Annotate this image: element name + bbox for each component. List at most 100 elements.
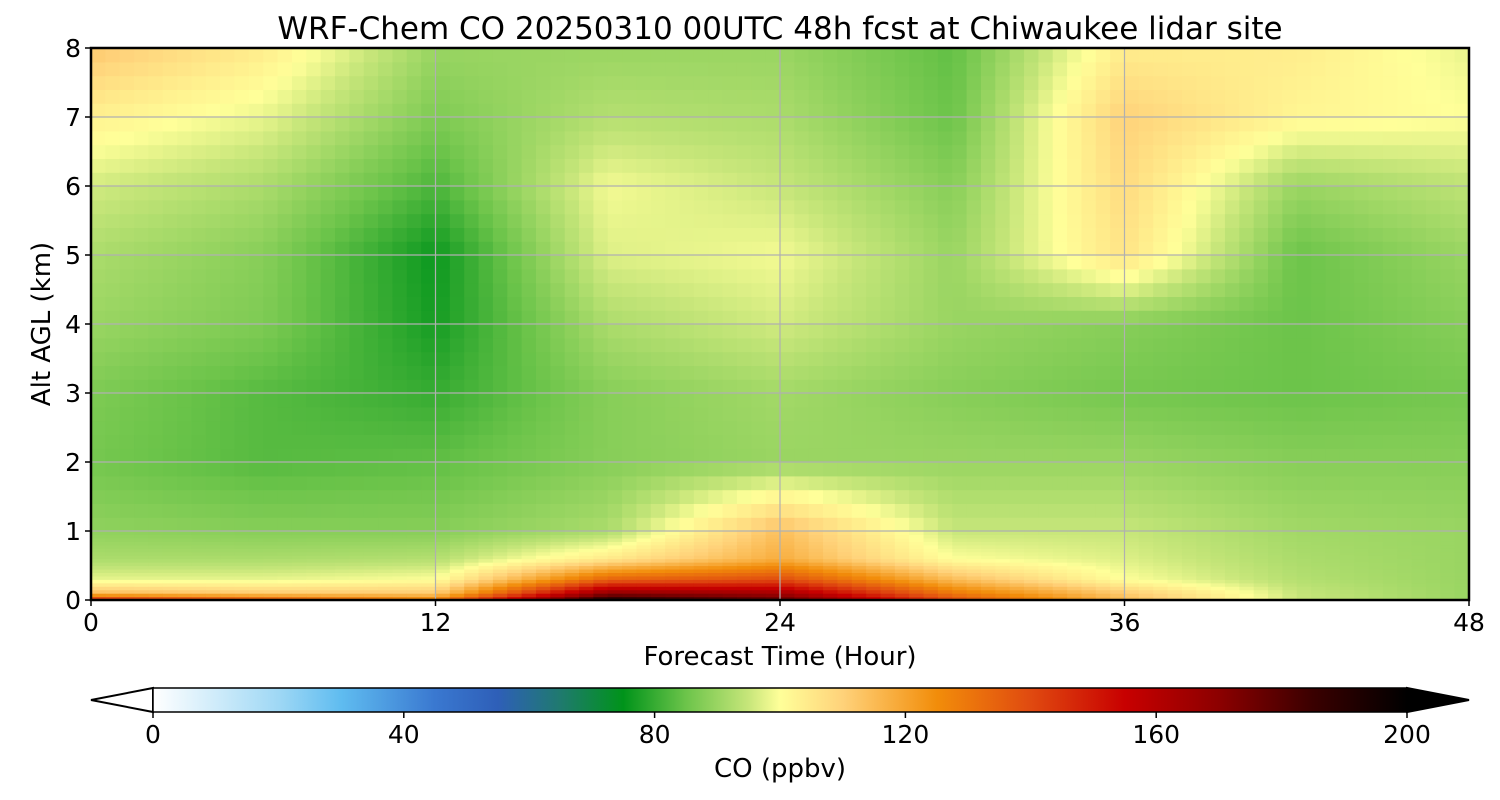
heatmap-cell [1311,562,1327,567]
heatmap-cell [636,89,652,104]
heatmap-cell [421,75,437,90]
heatmap-cell [665,544,681,549]
heatmap-cell [1282,548,1298,553]
heatmap-cell [1382,579,1398,584]
heatmap-cell [535,517,551,532]
heatmap-cell [1382,503,1398,518]
heatmap-cell [378,579,394,584]
heatmap-cell [952,537,968,542]
heatmap-cell [1110,593,1126,598]
heatmap-cell [1167,548,1183,553]
heatmap-cell [923,199,939,215]
heatmap-cell [220,534,236,539]
heatmap-cell [349,61,365,77]
heatmap-cell [1382,548,1398,553]
heatmap-cell [248,489,264,504]
heatmap-cell [291,213,307,228]
heatmap-cell [866,117,882,132]
heatmap-cell [952,575,968,580]
heatmap-cell [722,144,738,159]
heatmap-cell [1339,548,1355,553]
heatmap-cell [952,548,968,553]
heatmap-cell [1009,255,1025,270]
heatmap-cell [1081,586,1097,591]
heatmap-cell [765,475,781,491]
heatmap-cell [148,406,164,422]
heatmap-cell [306,531,322,536]
heatmap-cell [363,351,379,366]
heatmap-cell [449,310,465,325]
heatmap-cell [1081,596,1097,601]
heatmap-cell [406,575,422,580]
heatmap-cell [607,310,623,325]
heatmap-cell [708,531,724,536]
heatmap-cell [823,365,839,380]
heatmap-cell [234,558,250,563]
heatmap-cell [1153,130,1169,146]
heatmap-cell [736,213,752,228]
heatmap-cell [1110,158,1126,173]
heatmap-cell [736,268,752,284]
heatmap-cell [1282,596,1298,601]
heatmap-cell [105,551,121,556]
heatmap-cell [234,541,250,546]
heatmap-cell [693,562,709,567]
heatmap-cell [1239,255,1255,270]
heatmap-cell [1138,586,1154,591]
heatmap-cell [435,379,451,394]
heatmap-cell [808,572,824,577]
heatmap-cell [1354,596,1370,601]
heatmap-cell [751,548,767,553]
heatmap-cell [937,213,953,228]
heatmap-cell [134,227,150,242]
heatmap-cell [1268,534,1283,539]
heatmap-cell [751,351,767,366]
heatmap-cell [808,534,824,539]
heatmap-cell [1210,268,1226,284]
heatmap-cell [808,434,824,449]
heatmap-cell [335,75,350,90]
heatmap-cell [622,534,638,539]
heatmap-cell [1311,241,1327,256]
heatmap-cell [736,489,752,504]
heatmap-cell [1224,48,1240,63]
heatmap-cell [349,562,365,567]
heatmap-cell [291,255,307,270]
heatmap-cell [837,365,853,380]
heatmap-cell [263,503,279,518]
heatmap-cell [579,551,594,556]
heatmap-cell [937,48,953,63]
heatmap-cell [406,579,422,584]
heatmap-cell [162,282,178,297]
heatmap-cell [1296,158,1312,173]
heatmap-cell [923,296,939,311]
heatmap-cell [1081,172,1097,187]
heatmap-cell [923,48,939,63]
heatmap-cell [1138,572,1154,577]
heatmap-cell [1038,393,1054,408]
heatmap-cell [937,537,953,542]
heatmap-cell [492,186,508,201]
heatmap-cell [478,227,494,242]
heatmap-cell [679,555,695,560]
heatmap-cell [1210,324,1226,339]
heatmap-cell [435,406,451,422]
heatmap-cell [1110,555,1126,560]
heatmap-cell [1224,172,1240,187]
heatmap-cell [492,89,508,104]
heatmap-cell [736,365,752,380]
heatmap-cell [291,575,307,580]
heatmap-cell [177,531,193,536]
heatmap-cell [1354,199,1370,215]
heatmap-cell [923,186,939,201]
heatmap-cell [564,324,580,339]
heatmap-cell [478,144,494,159]
heatmap-cell [636,589,652,594]
heatmap-cell [1354,255,1370,270]
heatmap-cell [1325,310,1341,325]
heatmap-cell [923,172,939,187]
heatmap-cell [866,517,882,532]
heatmap-cell [679,596,695,601]
heatmap-cell [923,593,939,598]
heatmap-cell [435,48,451,63]
